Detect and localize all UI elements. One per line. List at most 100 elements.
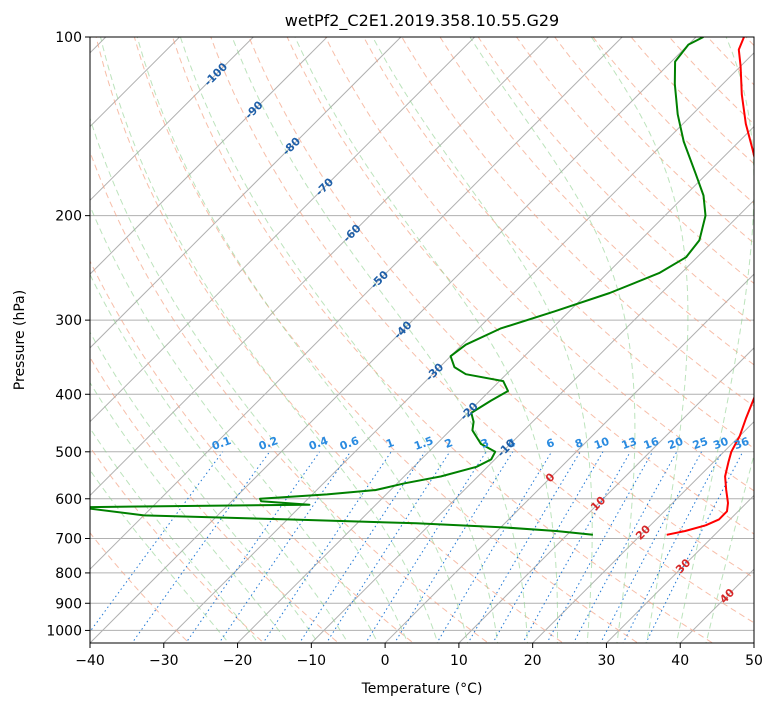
dry-adiabat--20 bbox=[90, 446, 265, 643]
moist-adiabat-20 bbox=[231, 37, 529, 643]
x-tick-label: 30 bbox=[598, 653, 616, 669]
isotherm--30 bbox=[163, 52, 754, 643]
mixing-ratio-line-8 bbox=[467, 451, 581, 643]
dry-adiabat-30 bbox=[133, 37, 639, 643]
y-tick-label: 1000 bbox=[46, 623, 82, 639]
plot-background bbox=[90, 37, 754, 643]
mixing-ratio-line-13 bbox=[522, 451, 631, 643]
y-tick-label: 300 bbox=[55, 313, 82, 329]
mixing-ratio-label: 25 bbox=[691, 435, 710, 452]
chart-title: wetPf2_C2E1.2019.358.10.55.G29 bbox=[285, 11, 559, 31]
dry-adiabat-110 bbox=[439, 37, 754, 366]
mixing-ratio-label: 20 bbox=[666, 435, 685, 453]
mixing-ratio-label: 4 bbox=[506, 436, 518, 451]
mixing-ratio-line-3 bbox=[365, 451, 487, 643]
mixing-ratio-line-16 bbox=[546, 451, 653, 643]
mixing-ratio-label: 0.4 bbox=[307, 434, 330, 453]
isotherm--100 bbox=[90, 37, 255, 202]
moist-adiabat-36 bbox=[590, 37, 689, 643]
isotherm--80 bbox=[90, 37, 402, 349]
dry-adiabat-0 bbox=[90, 259, 415, 643]
isotherm--20 bbox=[236, 125, 754, 643]
temperature-profile-line bbox=[666, 37, 754, 536]
dry-adiabat-20 bbox=[95, 37, 564, 643]
mixing-ratio-label: 2 bbox=[443, 436, 455, 451]
isotherm-10 bbox=[458, 347, 754, 643]
x-tick-label: −10 bbox=[297, 653, 327, 669]
y-tick-label: 900 bbox=[55, 596, 82, 612]
dry-adiabat-50 bbox=[210, 37, 754, 624]
x-tick-label: 10 bbox=[450, 653, 468, 669]
plot-frame bbox=[89, 36, 755, 644]
dry-adiabat-60 bbox=[248, 37, 754, 579]
moist-adiabat-24 bbox=[294, 37, 558, 643]
moist-adiabat-4 bbox=[90, 116, 409, 643]
mixing-ratio-label: 3 bbox=[479, 436, 491, 451]
mixing-ratio-line-2 bbox=[325, 451, 451, 643]
isotherm--40 bbox=[90, 37, 697, 643]
y-tick-label: 600 bbox=[55, 492, 82, 508]
isotherm--50 bbox=[90, 37, 623, 570]
dry-adiabat-100 bbox=[401, 37, 754, 407]
mixing-ratio-line-10 bbox=[492, 451, 604, 643]
isotherm--90 bbox=[90, 37, 328, 275]
moist-adiabat--8 bbox=[90, 331, 319, 643]
mixing-ratio-line-1 bbox=[262, 451, 392, 643]
isotherm-20 bbox=[531, 420, 754, 643]
y-tick-label: 400 bbox=[55, 387, 82, 403]
mixing-ratio-label: 1 bbox=[384, 436, 396, 451]
mixing-ratio-label: 16 bbox=[642, 435, 661, 453]
x-tick-label: −30 bbox=[149, 653, 179, 669]
isotherm--60 bbox=[90, 37, 550, 497]
mixing-ratio-label: 36 bbox=[732, 435, 751, 453]
dry-adiabat-90 bbox=[363, 37, 754, 449]
moist-adiabat--16 bbox=[90, 427, 260, 643]
x-tick-label: 20 bbox=[524, 653, 542, 669]
isotherm-0 bbox=[384, 273, 754, 643]
moist-adiabat--12 bbox=[90, 381, 289, 643]
moist-adiabat--4 bbox=[90, 273, 349, 643]
moist-adiabat-0 bbox=[90, 204, 379, 643]
mixing-ratio-label: 30 bbox=[711, 435, 730, 453]
y-tick-label: 800 bbox=[55, 566, 82, 582]
mixing-ratio-line-20 bbox=[572, 451, 678, 643]
y-tick-label: 200 bbox=[55, 209, 82, 225]
dewpoint-profile-line bbox=[90, 37, 707, 536]
mixing-ratio-line-1.5 bbox=[298, 451, 426, 643]
dry-adiabat-70 bbox=[286, 37, 754, 535]
background-lines bbox=[90, 37, 754, 643]
moist-adiabat-28 bbox=[372, 37, 593, 643]
moist-adiabat-32 bbox=[469, 37, 636, 643]
y-tick-label: 500 bbox=[55, 445, 82, 461]
moist-adiabat-44 bbox=[705, 453, 754, 643]
x-axis-title: Temperature (°C) bbox=[361, 681, 483, 697]
dry-adiabat-150 bbox=[592, 37, 754, 204]
mixing-ratio-label: 1.5 bbox=[412, 434, 435, 453]
x-tick-label: −20 bbox=[223, 653, 253, 669]
mixing-ratio-label: 10 bbox=[592, 435, 611, 453]
x-tick-label: −40 bbox=[75, 653, 105, 669]
dry-adiabat-160 bbox=[630, 37, 754, 165]
moist-adiabat-40 bbox=[675, 37, 754, 643]
mixing-ratio-label: 13 bbox=[620, 435, 639, 452]
dry-adiabat-120 bbox=[477, 37, 754, 325]
x-tick-label: 40 bbox=[671, 653, 689, 669]
x-tick-label: 50 bbox=[745, 653, 763, 669]
mixing-ratio-label: 0.2 bbox=[257, 434, 280, 453]
x-tick-label: 0 bbox=[381, 653, 390, 669]
dry-adiabat-80 bbox=[324, 37, 754, 492]
mixing-ratio-line-6 bbox=[436, 451, 553, 643]
axes: −40 −30 −20 −10 0 10 20 30 40 5010020030040050060… bbox=[46, 30, 763, 669]
profile-series bbox=[90, 37, 754, 536]
mixing-ratio-label: 6 bbox=[545, 436, 557, 451]
mixing-ratio-line-4 bbox=[394, 451, 514, 643]
mixing-ratio-label: 0.1 bbox=[210, 434, 233, 453]
moist-adiabat-8 bbox=[100, 37, 439, 643]
y-tick-label: 100 bbox=[55, 30, 82, 46]
isotherm--70 bbox=[90, 37, 476, 423]
y-axis-title: Pressure (hPa) bbox=[12, 290, 28, 390]
dry-adiabat-40 bbox=[172, 37, 714, 643]
mixing-ratio-label: 0.6 bbox=[338, 434, 361, 453]
moist-adiabat-16 bbox=[179, 37, 499, 643]
